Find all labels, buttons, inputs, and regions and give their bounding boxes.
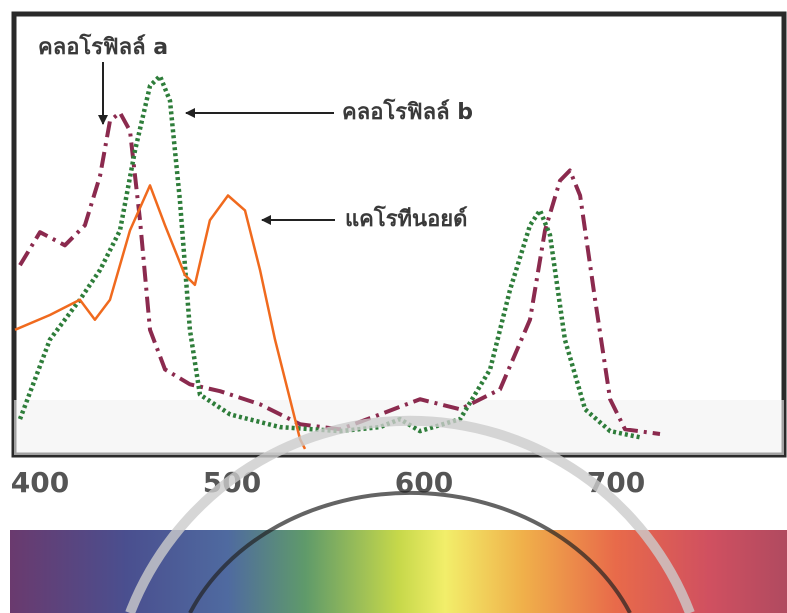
- page: {"chart_data": {"type": "line", "xlim": …: [0, 0, 787, 613]
- annotation: คลอโรฟิลล์ b: [342, 98, 473, 125]
- chart: 400500600700 คลอโรฟิลล์ a คลอโรฟิลล์ b แ…: [0, 0, 787, 613]
- annotation: แคโรทีนอยด์: [345, 205, 467, 232]
- x-tick-label: 400: [11, 466, 69, 499]
- annotation: คลอโรฟิลล์ a: [38, 33, 168, 60]
